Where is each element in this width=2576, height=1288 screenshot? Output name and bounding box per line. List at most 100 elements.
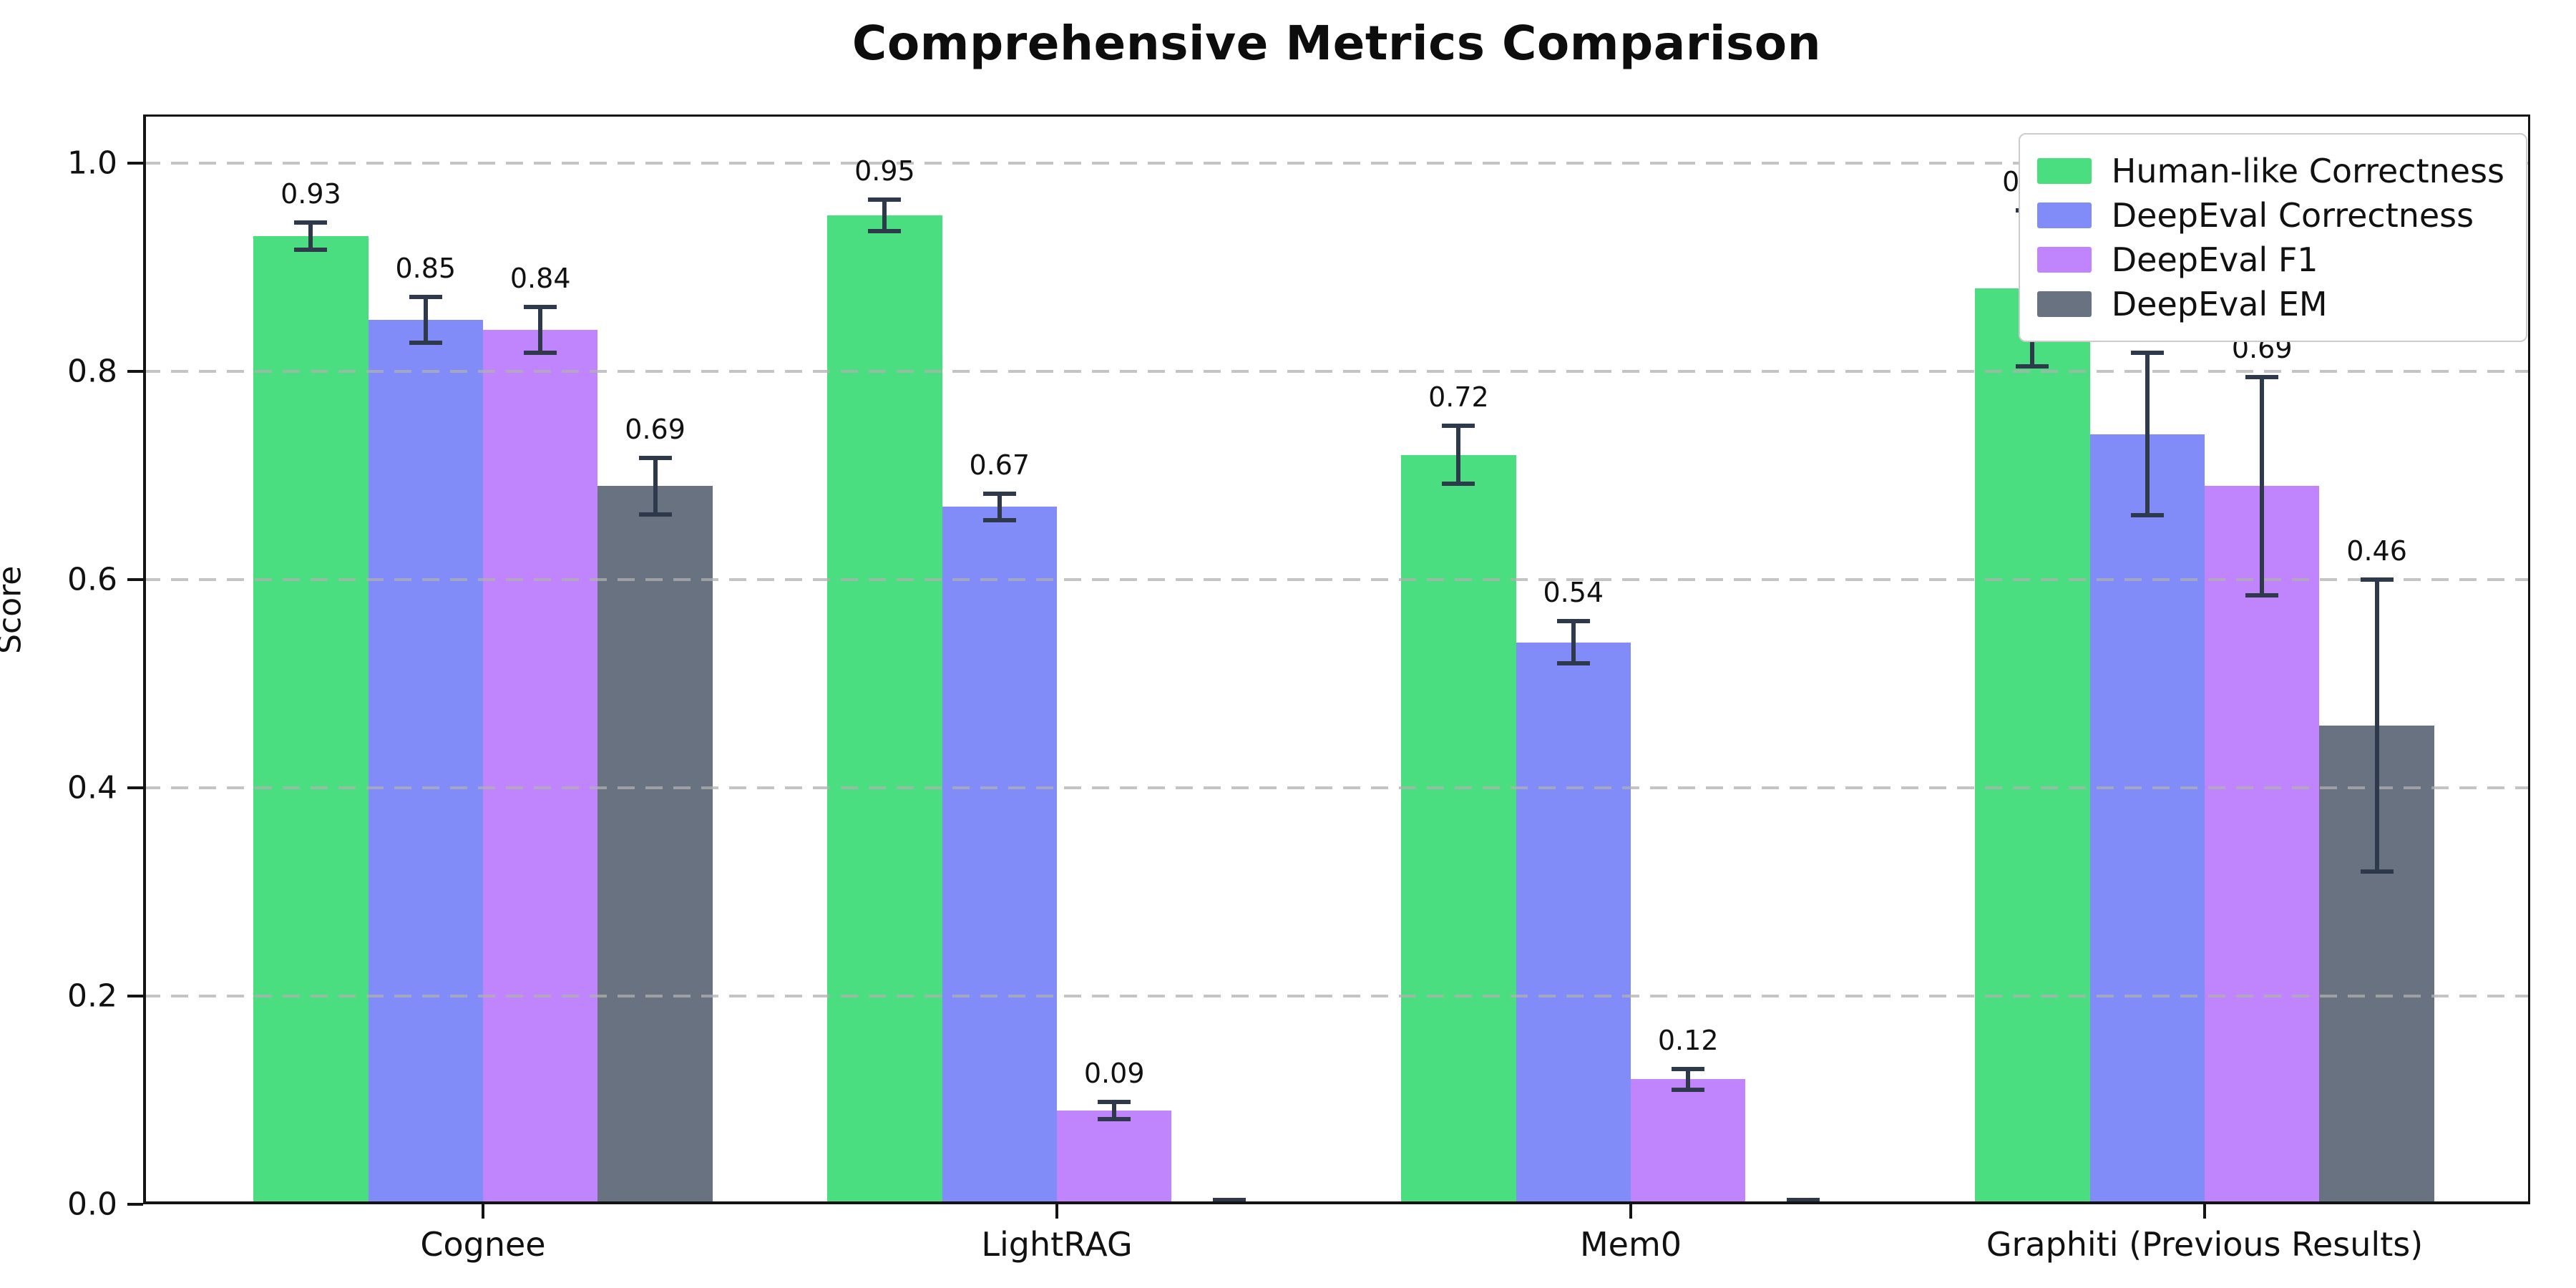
legend: Human-like Correctness DeepEval Correctne… (2018, 133, 2527, 342)
y-tick-label-0.6: 0.6 (67, 561, 117, 598)
error-bar-cap-bottom (2016, 364, 2049, 369)
legend-label-4: DeepEval EM (2111, 285, 2328, 323)
bar-value-label: 0.84 (509, 263, 571, 295)
gridline-0.6 (143, 578, 2530, 582)
error-bar-cap-top (868, 197, 902, 203)
bar-series1-cat2 (827, 215, 942, 1204)
top-spine (143, 114, 2530, 117)
gridline-1.0 (143, 162, 2530, 165)
bar-series1-cat3 (1401, 454, 1516, 1204)
error-bar-cap-bottom (1098, 1116, 1131, 1121)
legend-item-2: DeepEval Correctness (2036, 193, 2504, 238)
legend-label-2: DeepEval Correctness (2111, 196, 2474, 235)
x-tick-mark-2 (1055, 1204, 1058, 1219)
bar-series2-cat4 (2089, 434, 2205, 1204)
bar-value-label: 0.69 (625, 414, 686, 446)
bar-series2-cat3 (1516, 642, 1631, 1204)
legend-swatch-1 (2036, 158, 2092, 184)
error-bar-line (653, 458, 658, 514)
error-bar-cap-top (524, 305, 557, 310)
error-bar-line (423, 296, 428, 343)
bar-value-label: 0.85 (395, 252, 457, 284)
error-bar-cap-bottom (868, 228, 902, 233)
bar-value-label: 0.67 (969, 449, 1030, 481)
bar-series3-cat1 (483, 330, 598, 1204)
error-bar-cap-top (294, 220, 328, 225)
legend-label-1: Human-like Correctness (2111, 152, 2504, 190)
error-bar-line (308, 223, 313, 250)
error-bar-line (1456, 425, 1461, 484)
y-tick-label-0.0: 0.0 (67, 1186, 117, 1223)
error-bar-line (2260, 376, 2265, 596)
bar-series3-cat4 (2205, 486, 2320, 1204)
gridline-0.2 (143, 995, 2530, 998)
bar-series3-cat2 (1057, 1111, 1172, 1204)
x-tick-mark-4 (2203, 1204, 2206, 1219)
gridline-0.4 (143, 786, 2530, 790)
bar-series3-cat3 (1631, 1079, 1746, 1204)
x-tick-label-4: Graphiti (Previous Results) (1986, 1225, 2424, 1264)
error-bar-cap-bottom (409, 340, 442, 345)
x-tick-label-1: Cognee (420, 1225, 546, 1264)
bottom-spine (143, 1201, 2530, 1204)
error-bar-cap-bottom (2245, 593, 2279, 598)
bar-series4-cat1 (597, 486, 713, 1204)
error-bar-cap-bottom (982, 518, 1016, 523)
error-bar-line (2145, 353, 2150, 516)
bar-value-label: 0.72 (1428, 381, 1489, 413)
x-tick-label-3: Mem0 (1579, 1225, 1682, 1264)
gridline-0.8 (143, 370, 2530, 374)
error-bar-cap-bottom (2360, 869, 2394, 874)
y-tick-label-0.2: 0.2 (67, 977, 117, 1015)
error-bar-line (1571, 621, 1576, 663)
error-bar-cap-top (638, 456, 672, 461)
error-bar-line (882, 200, 887, 231)
error-bar-cap-bottom (294, 248, 328, 253)
error-bar-cap-top (1442, 423, 1475, 428)
bar-value-label: 0.95 (854, 155, 915, 187)
error-bar-cap-top (409, 294, 442, 299)
error-bar-line (1686, 1068, 1691, 1090)
y-tick-mark-0.4 (127, 786, 143, 790)
bar-series1-cat1 (253, 236, 369, 1204)
error-bar-cap-bottom (524, 351, 557, 356)
bar-value-label: 0.12 (1657, 1024, 1719, 1056)
y-tick-label-0.4: 0.4 (67, 769, 117, 806)
legend-swatch-4 (2036, 291, 2092, 317)
error-bar-line (2374, 580, 2379, 872)
y-tick-mark-1.0 (127, 162, 143, 165)
x-tick-mark-1 (482, 1204, 484, 1219)
x-tick-mark-3 (1629, 1204, 1632, 1219)
error-bar-cap-top (1098, 1100, 1131, 1105)
error-bar-cap-top (982, 491, 1016, 496)
error-bar-cap-top (2245, 374, 2279, 379)
bar-series1-cat4 (1975, 288, 2090, 1204)
y-tick-mark-0.6 (127, 578, 143, 582)
y-tick-mark-0.8 (127, 370, 143, 374)
legend-swatch-2 (2036, 203, 2092, 228)
legend-swatch-3 (2036, 247, 2092, 273)
error-bar-cap-top (1556, 619, 1590, 624)
error-bar-cap-bottom (1556, 660, 1590, 665)
right-spine (2528, 114, 2530, 1204)
legend-item-1: Human-like Correctness (2036, 149, 2504, 193)
error-bar-cap-bottom (638, 512, 672, 517)
y-tick-mark-0.2 (127, 995, 143, 998)
error-bar-cap-top (1672, 1066, 1705, 1071)
bar-value-label: 0.93 (280, 178, 341, 210)
bar-series2-cat1 (368, 319, 483, 1204)
error-bar-cap-top (1786, 1198, 1820, 1203)
legend-item-3: DeepEval F1 (2036, 238, 2504, 282)
legend-item-4: DeepEval EM (2036, 282, 2504, 326)
bar-value-label: 0.09 (1083, 1058, 1145, 1090)
bar-value-label: 0.54 (1543, 577, 1604, 609)
error-bar-cap-top (2360, 577, 2394, 582)
chart-title: Comprehensive Metrics Comparison (852, 16, 1822, 71)
x-tick-label-2: LightRAG (981, 1225, 1133, 1264)
bar-value-label: 0.46 (2346, 535, 2407, 567)
legend-label-3: DeepEval F1 (2111, 240, 2318, 279)
error-bar-cap-bottom (1442, 482, 1475, 487)
error-bar-cap-top (1212, 1198, 1246, 1203)
error-bar-cap-top (2130, 351, 2164, 356)
